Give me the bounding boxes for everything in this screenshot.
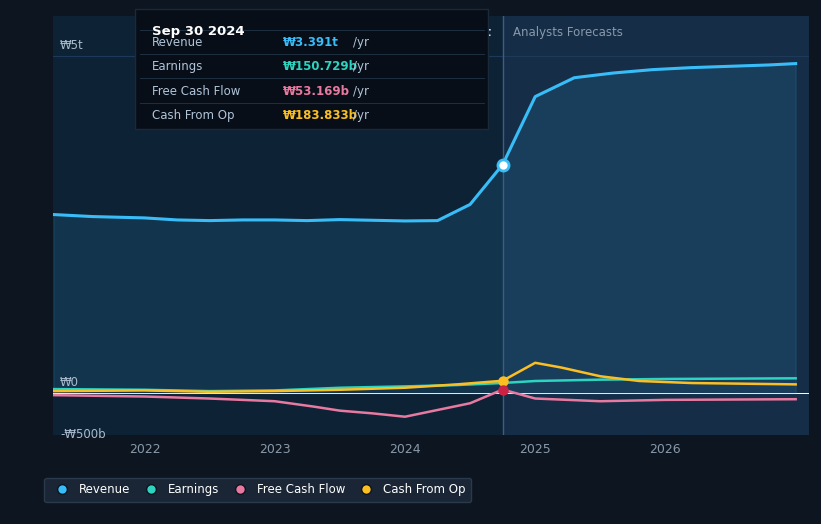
Text: Earnings: Earnings bbox=[152, 60, 204, 73]
Text: /yr: /yr bbox=[353, 60, 369, 73]
Text: ₩0: ₩0 bbox=[60, 376, 79, 389]
Text: ₩3.391t: ₩3.391t bbox=[283, 36, 339, 49]
Legend: Revenue, Earnings, Free Cash Flow, Cash From Op: Revenue, Earnings, Free Cash Flow, Cash … bbox=[44, 477, 471, 503]
Text: Cash From Op: Cash From Op bbox=[152, 109, 234, 122]
Text: Revenue: Revenue bbox=[152, 36, 204, 49]
Text: Past: Past bbox=[463, 26, 493, 39]
Bar bbox=[53, 16, 502, 435]
Text: Sep 30 2024: Sep 30 2024 bbox=[152, 25, 245, 38]
Text: ₩5t: ₩5t bbox=[60, 39, 84, 52]
Text: -₩500b: -₩500b bbox=[60, 428, 106, 441]
Text: ₩53.169b: ₩53.169b bbox=[283, 84, 351, 97]
Text: Analysts Forecasts: Analysts Forecasts bbox=[513, 26, 623, 39]
Text: ₩183.833b: ₩183.833b bbox=[283, 109, 358, 122]
Text: Free Cash Flow: Free Cash Flow bbox=[152, 84, 241, 97]
Text: /yr: /yr bbox=[353, 36, 369, 49]
Bar bbox=[502, 16, 809, 435]
Text: /yr: /yr bbox=[353, 109, 369, 122]
Text: ₩150.729b: ₩150.729b bbox=[283, 60, 358, 73]
Text: /yr: /yr bbox=[353, 84, 369, 97]
